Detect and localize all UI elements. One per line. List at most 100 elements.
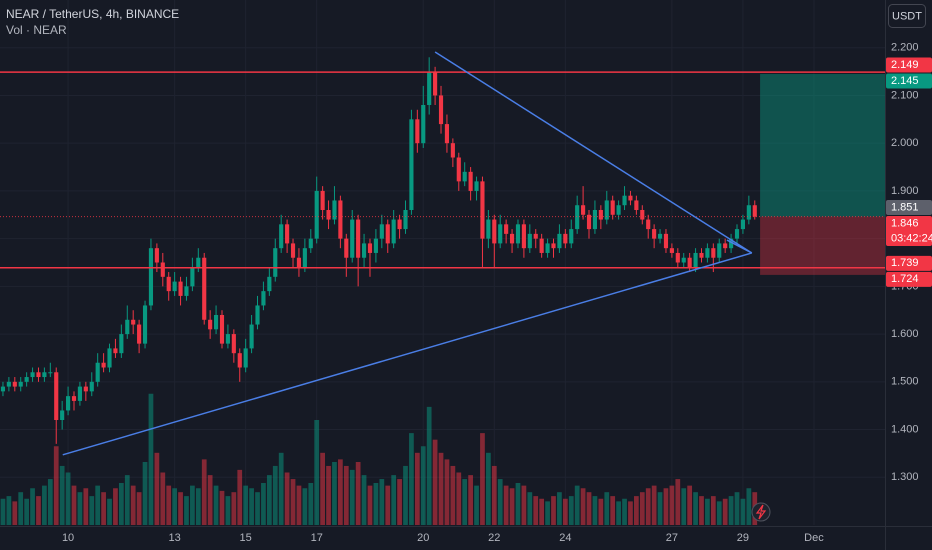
volume-bar [24, 498, 30, 525]
volume-bar [432, 439, 438, 525]
candle-body [438, 95, 444, 125]
volume-bar [136, 492, 142, 525]
candle-body [279, 224, 284, 249]
icon-bolt[interactable] [755, 504, 767, 520]
volume-bar [272, 465, 278, 525]
candle-body [148, 248, 154, 306]
candle-body [119, 334, 124, 354]
currency-label[interactable]: USDT [892, 10, 922, 22]
candle-body [107, 348, 112, 368]
volume-bar [296, 485, 302, 525]
volume-bar [332, 462, 337, 525]
volume-bar [124, 475, 130, 525]
y-tick-label: 1.400 [891, 423, 919, 435]
volume-bar [42, 485, 47, 525]
candle-body [752, 205, 757, 217]
volume-bar [278, 452, 284, 525]
volume-bar [397, 479, 402, 525]
price-badge-label: 1.739 [891, 257, 919, 269]
volume-bar [503, 485, 509, 525]
candle-body [468, 171, 473, 191]
volume-bar [308, 483, 314, 525]
volume-bar [12, 501, 18, 525]
volume-bar [728, 496, 734, 525]
candle-body [498, 224, 503, 244]
candle-body [77, 386, 82, 401]
candle-body [290, 243, 296, 258]
candle-body [557, 233, 562, 249]
candle-body [208, 319, 213, 330]
candle-body [219, 315, 225, 344]
volume-bar [290, 479, 296, 525]
volume-bar [527, 492, 533, 525]
candle-body [521, 224, 526, 249]
volume-bar [580, 488, 586, 525]
candle-body [421, 105, 426, 144]
candle-body [113, 348, 118, 354]
candle-body [598, 210, 603, 220]
volume-bar [663, 488, 669, 525]
price-badge-label: 2.145 [891, 75, 919, 87]
volume-bar [89, 496, 95, 525]
candle-body [213, 315, 219, 330]
volume-bar [166, 485, 172, 525]
icon-circle[interactable] [751, 502, 771, 522]
candle-body [509, 233, 515, 244]
volume-bar [444, 459, 450, 525]
candle-body [231, 334, 236, 354]
candle-body [54, 372, 59, 420]
volume-bar [130, 485, 136, 525]
candle-body [646, 219, 651, 230]
candle-body [154, 248, 159, 263]
candles [0, 57, 757, 444]
candle-body [515, 224, 521, 244]
volume-bar [710, 496, 716, 525]
volume-bar [409, 433, 414, 525]
x-tick-label: 15 [240, 532, 252, 544]
volume-pane [0, 393, 758, 525]
candle-body [734, 229, 740, 239]
volume-bar [545, 501, 550, 525]
volume-bar [101, 492, 106, 525]
volume-bar [657, 492, 663, 525]
volume-bar [148, 393, 154, 525]
candle-body [616, 205, 621, 215]
candle-body [622, 195, 627, 206]
candle-body [663, 233, 669, 249]
candle-body [551, 243, 556, 249]
currency-button[interactable] [888, 4, 926, 28]
candle-body [202, 257, 207, 320]
candle-body [308, 238, 313, 249]
candle-body [160, 262, 165, 277]
candle-body [729, 238, 734, 249]
countdown-label: 03:42:24 [891, 232, 932, 244]
candle-body [314, 190, 319, 239]
volume-bar [592, 496, 598, 525]
volume-bar [562, 498, 568, 525]
volume-bar [237, 469, 243, 525]
volume-bar [361, 475, 367, 525]
candle-body [326, 210, 331, 220]
candle-body [255, 305, 260, 325]
candle-body [367, 243, 373, 253]
volume-bar [491, 465, 497, 525]
candle-body [604, 200, 609, 220]
candle-body [125, 319, 130, 335]
candle-body [178, 281, 183, 296]
volume-bar [628, 501, 633, 525]
volume-bar [574, 485, 580, 525]
candle-body [575, 205, 580, 230]
candle-body [24, 377, 29, 382]
x-tick-label: 20 [417, 532, 429, 544]
volume-bar [343, 465, 349, 525]
candle-body [415, 119, 420, 144]
replay-icon[interactable] [751, 502, 771, 522]
x-tick-label: Dec [804, 532, 824, 544]
volume-bar [95, 485, 101, 525]
candle-body [711, 248, 716, 258]
volume-bar [83, 488, 89, 525]
y-tick-label: 1.600 [891, 328, 919, 340]
y-tick-label: 1.500 [891, 376, 919, 388]
x-tick-label: 10 [62, 532, 74, 544]
